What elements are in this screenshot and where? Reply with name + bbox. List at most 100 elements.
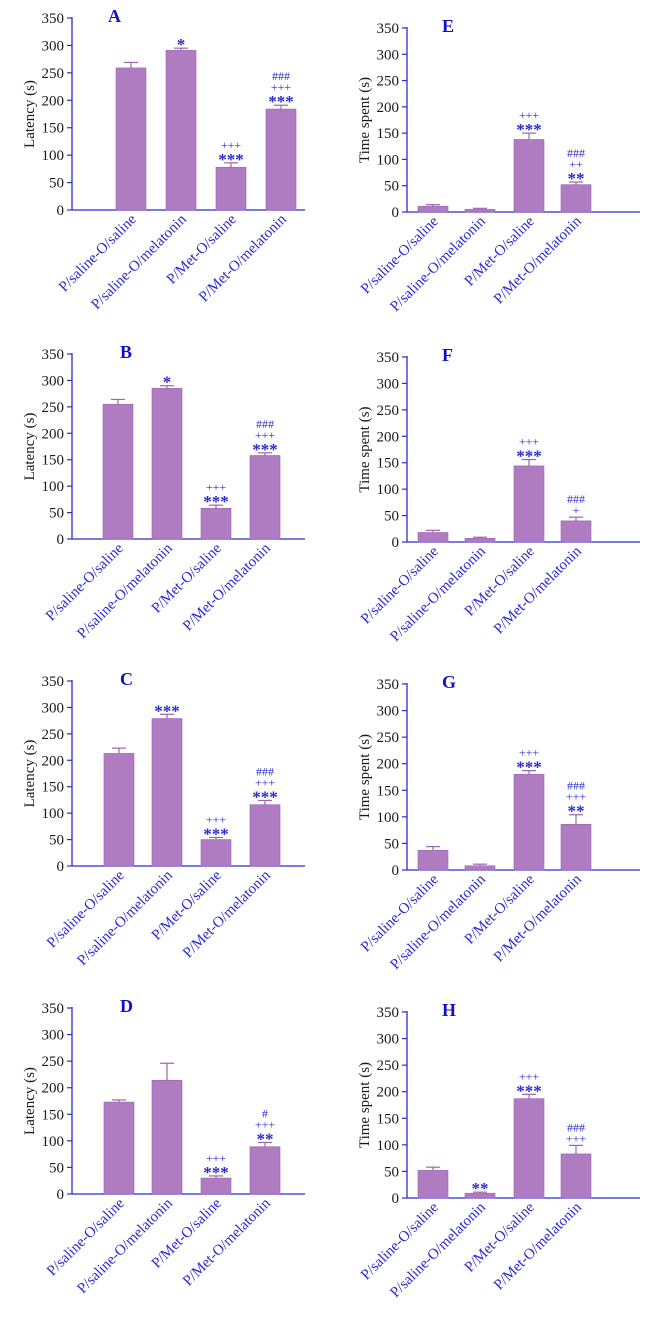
- y-tick-label: 50: [384, 179, 399, 195]
- y-tick-label: 250: [42, 66, 65, 82]
- significance-marker: ***: [516, 447, 542, 466]
- significance-marker: +++: [255, 775, 276, 789]
- y-tick-label: 50: [384, 836, 399, 852]
- y-tick-label: 250: [42, 1054, 65, 1070]
- y-tick-label: 250: [377, 1058, 400, 1074]
- x-tick-label: P/Met-O/melatonin: [491, 543, 585, 637]
- y-axis-label: Time spent (s): [357, 406, 373, 492]
- x-tick-label: P/Met-O/melatonin: [491, 1199, 585, 1293]
- y-tick-label: 150: [377, 126, 400, 142]
- significance-marker: +++: [206, 812, 227, 826]
- y-tick-label: 100: [42, 479, 65, 495]
- x-tick-label: P/saline-O/melatonin: [387, 213, 489, 315]
- y-tick-label: 300: [42, 373, 65, 389]
- significance-marker: +++: [221, 138, 242, 152]
- y-tick-label: 250: [377, 403, 400, 419]
- y-axis-label: Latency (s): [22, 413, 38, 481]
- y-axis-label: Latency (s): [22, 740, 38, 808]
- y-tick-label: 350: [377, 21, 400, 37]
- x-tick-label: P/saline-O/melatonin: [387, 1199, 489, 1301]
- panel-letter: E: [442, 16, 454, 36]
- significance-marker: +++: [519, 746, 540, 760]
- bar-1: [115, 67, 147, 211]
- bar-3: [513, 774, 545, 871]
- significance-marker: ###: [567, 146, 585, 160]
- y-tick-label: 250: [42, 400, 65, 416]
- significance-marker: ###: [567, 492, 585, 506]
- y-tick-label: 50: [49, 176, 64, 192]
- significance-marker: ***: [203, 1163, 229, 1182]
- significance-marker: +++: [206, 480, 227, 494]
- significance-marker: +: [573, 503, 580, 517]
- y-tick-label: 50: [384, 1164, 399, 1180]
- y-tick-label: 200: [377, 100, 400, 116]
- y-tick-label: 300: [377, 1032, 400, 1048]
- significance-marker: ***: [252, 440, 278, 459]
- y-tick-label: 300: [377, 47, 400, 63]
- y-tick-label: 50: [49, 506, 64, 522]
- chart-panel-d: 0 50 100 150 200 250 300 350 Latency (s) D P/salin…: [22, 996, 305, 1297]
- chart-panel-h: 0 50 100 150 200 250 300 350 Time spent (s) H P/sa…: [357, 1000, 640, 1301]
- y-axis-label: Latency (s): [22, 1067, 38, 1135]
- x-tick-label: P/saline-O/melatonin: [74, 1195, 176, 1297]
- y-tick-label: 0: [392, 535, 400, 551]
- bar-4: [560, 520, 592, 543]
- significance-marker: +++: [566, 790, 587, 804]
- significance-marker: **: [568, 802, 585, 821]
- bar-4: [560, 184, 592, 213]
- x-tick-label: P/saline-O/melatonin: [387, 543, 489, 645]
- x-tick-label: P/Met-O/melatonin: [491, 213, 585, 307]
- y-tick-label: 0: [392, 205, 400, 221]
- x-tick-label: P/Met-O/melatonin: [491, 871, 585, 965]
- bar-3: [513, 465, 545, 543]
- panel-letter: F: [442, 345, 453, 365]
- x-tick-label: P/Met-O/melatonin: [196, 211, 290, 305]
- bar-1: [417, 205, 449, 213]
- y-tick-label: 50: [49, 1160, 64, 1176]
- bar-4: [249, 455, 281, 540]
- bar-2: [165, 50, 197, 211]
- y-tick-label: 200: [377, 1085, 400, 1101]
- significance-marker: ***: [154, 701, 180, 720]
- y-tick-label: 100: [42, 806, 65, 822]
- x-tick-label: P/Met-O/melatonin: [180, 540, 274, 634]
- significance-marker: +++: [271, 80, 292, 94]
- bar-4: [560, 1153, 592, 1199]
- y-tick-label: 200: [377, 757, 400, 773]
- significance-marker: ###: [272, 69, 290, 83]
- y-axis-label: Time spent (s): [357, 77, 373, 163]
- y-tick-label: 350: [377, 1005, 400, 1021]
- y-tick-label: 150: [42, 1107, 65, 1123]
- significance-marker: ***: [203, 824, 229, 843]
- bar-1: [417, 532, 449, 543]
- bar-2: [151, 388, 183, 540]
- bar-4: [249, 1146, 281, 1195]
- significance-marker: +++: [255, 1117, 276, 1131]
- x-tick-label: P/saline-O/saline: [358, 871, 442, 955]
- y-tick-label: 150: [42, 121, 65, 137]
- y-tick-label: 200: [42, 93, 65, 109]
- y-tick-label: 150: [377, 1111, 400, 1127]
- y-tick-label: 100: [42, 1134, 65, 1150]
- y-tick-label: 100: [42, 148, 65, 164]
- y-tick-label: 150: [377, 456, 400, 472]
- y-tick-label: 100: [377, 810, 400, 826]
- bar-4: [265, 108, 297, 211]
- significance-marker: ***: [252, 787, 278, 806]
- x-tick-label: P/Met-O/melatonin: [180, 867, 274, 961]
- y-tick-label: 0: [57, 1187, 65, 1203]
- y-axis-label: Latency (s): [22, 80, 38, 148]
- bar-2: [464, 865, 496, 871]
- y-tick-label: 300: [42, 1028, 65, 1044]
- panel-letter: A: [108, 6, 121, 26]
- y-tick-label: 0: [57, 203, 65, 219]
- significance-marker: ###: [567, 779, 585, 793]
- significance-marker: +++: [519, 108, 540, 122]
- chart-panel-b: 0 50 100 150 200 250 300 350 Latency (s) B P/salin…: [22, 342, 305, 642]
- x-tick-label: P/Met-O/melatonin: [180, 1195, 274, 1289]
- x-tick-label: P/saline-O/melatonin: [74, 540, 176, 642]
- significance-marker: ++: [569, 157, 583, 171]
- significance-marker: ***: [516, 120, 542, 139]
- y-tick-label: 50: [49, 833, 64, 849]
- bar-4: [249, 804, 281, 867]
